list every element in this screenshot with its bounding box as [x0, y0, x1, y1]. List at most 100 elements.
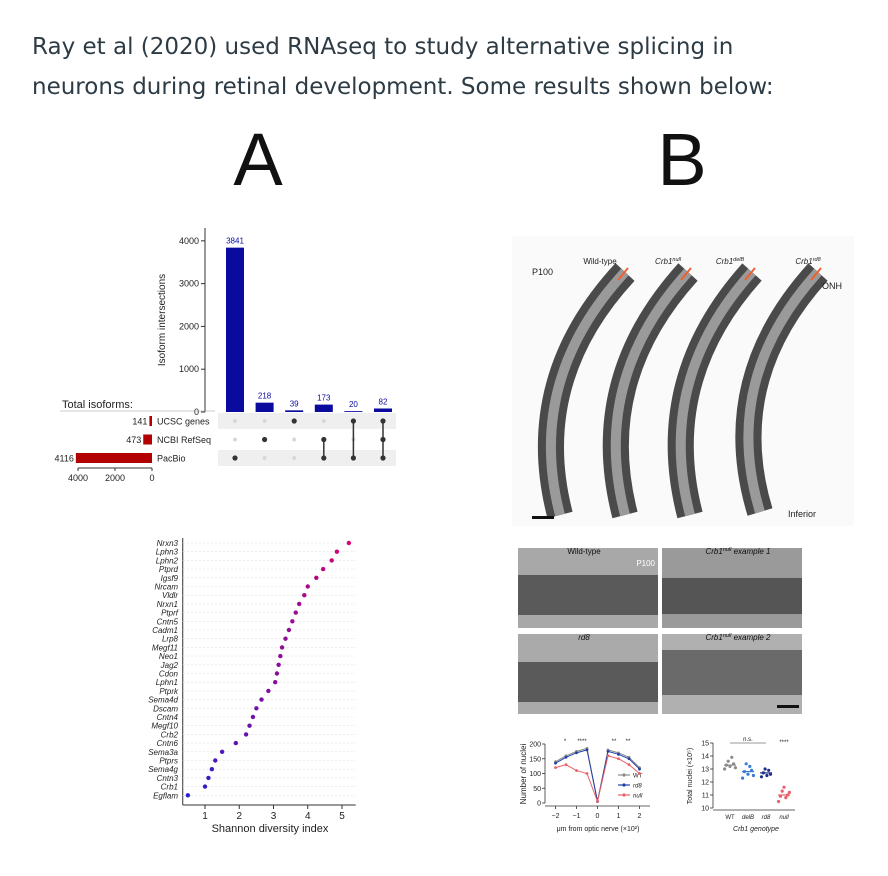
legend-label: rd8	[633, 784, 642, 790]
y-tick-label: 14	[701, 754, 709, 761]
x-tick-label: 4000	[68, 473, 88, 483]
point	[638, 772, 641, 775]
dot	[302, 593, 307, 598]
y-tick-label: 2000	[179, 321, 199, 331]
dot	[320, 566, 326, 572]
dot	[329, 558, 334, 563]
x-tick-label: 2	[638, 813, 642, 820]
micrograph-label-part: example 2	[731, 633, 771, 642]
sets-title: Total isoforms:	[62, 399, 133, 411]
cell-layer	[662, 578, 802, 614]
matrix-dot	[262, 436, 268, 443]
point	[763, 767, 767, 771]
point	[751, 773, 756, 778]
y-tick-label: 1000	[179, 364, 199, 374]
annotation: n.s.	[743, 737, 753, 743]
bar-value-label: 218	[258, 392, 272, 401]
bar-value-label: 3841	[226, 237, 244, 246]
x-tick-label: 0	[596, 813, 600, 820]
x-tick-label: −2	[552, 813, 560, 820]
gene-label: Lrp8	[162, 635, 179, 644]
retina	[610, 268, 692, 517]
retina-sections	[538, 263, 828, 519]
dot	[243, 732, 249, 737]
point	[564, 763, 568, 767]
genotype-label: Wild-type	[583, 257, 617, 266]
bar	[344, 411, 363, 412]
gene-label: Igsf9	[161, 574, 179, 583]
arrow	[744, 267, 756, 281]
point	[765, 773, 769, 778]
gene-label: Vldlr	[162, 591, 178, 600]
dot	[283, 636, 288, 641]
point	[596, 800, 599, 803]
retina	[743, 268, 822, 514]
dot	[314, 575, 319, 580]
annotation: **	[626, 739, 631, 745]
genotype-label-part: Crb1	[655, 257, 672, 266]
point	[780, 789, 784, 793]
genotype-label: Crb1rd8	[795, 257, 821, 266]
gene-label: Sema4g	[148, 765, 178, 774]
point	[554, 761, 557, 765]
matrix-dot-empty	[292, 456, 297, 460]
point	[564, 755, 568, 759]
gene-label: Cntn4	[157, 713, 179, 722]
panel-label: B	[657, 118, 706, 201]
point	[730, 755, 734, 759]
stage-label: P100	[636, 559, 655, 568]
point	[744, 762, 748, 766]
bar-value-label: 173	[317, 394, 331, 403]
dot	[276, 662, 281, 667]
point	[777, 799, 781, 804]
x-tick-label: −1	[573, 813, 581, 820]
arrow	[680, 267, 692, 281]
scale-bar	[777, 705, 799, 708]
gene-label: Cadm1	[152, 626, 178, 635]
y-tick-label: 0	[194, 407, 199, 417]
retina	[675, 268, 756, 517]
retina	[546, 268, 629, 517]
dot	[259, 697, 264, 702]
micrograph-label-part: null	[723, 633, 732, 639]
bar	[226, 247, 244, 412]
y-tick-label: 100	[529, 771, 541, 778]
gene-label: Lphn2	[156, 556, 179, 565]
x-tick-label: 2	[236, 811, 242, 822]
point	[585, 748, 589, 752]
legend-marker	[622, 793, 626, 797]
point	[606, 749, 610, 753]
y-tick-label: 12	[701, 780, 709, 787]
axis-label: Number of nuclei	[519, 744, 528, 805]
matrix-dot	[350, 418, 356, 424]
point	[741, 776, 745, 780]
genotype-label-part: Crb1	[716, 257, 733, 266]
point	[748, 764, 752, 769]
axis-label: Crb1 genotype	[733, 826, 779, 833]
scale-bar	[532, 516, 554, 519]
point	[787, 790, 792, 795]
point	[554, 766, 557, 769]
matrix-dot	[350, 455, 356, 461]
dot	[293, 610, 298, 615]
y-tick-label: 0	[537, 801, 541, 808]
dot	[233, 740, 239, 746]
dot	[278, 653, 283, 659]
x-tick-label: null	[779, 815, 789, 821]
arrow	[617, 267, 629, 281]
bar	[255, 402, 274, 412]
axis-label: Shannon diversity index	[212, 823, 329, 835]
x-tick-label: rd8	[762, 815, 771, 821]
gene-label: Cntn6	[157, 739, 179, 748]
gene-label: Neo1	[159, 652, 178, 661]
y-tick-label: 3000	[179, 279, 199, 289]
point	[782, 785, 786, 789]
point	[746, 772, 750, 776]
dot	[185, 793, 191, 798]
legend-label: WT	[633, 774, 643, 780]
matrix-dot-empty	[292, 437, 297, 442]
bar	[374, 408, 392, 412]
point	[733, 766, 738, 770]
dot	[334, 549, 340, 554]
